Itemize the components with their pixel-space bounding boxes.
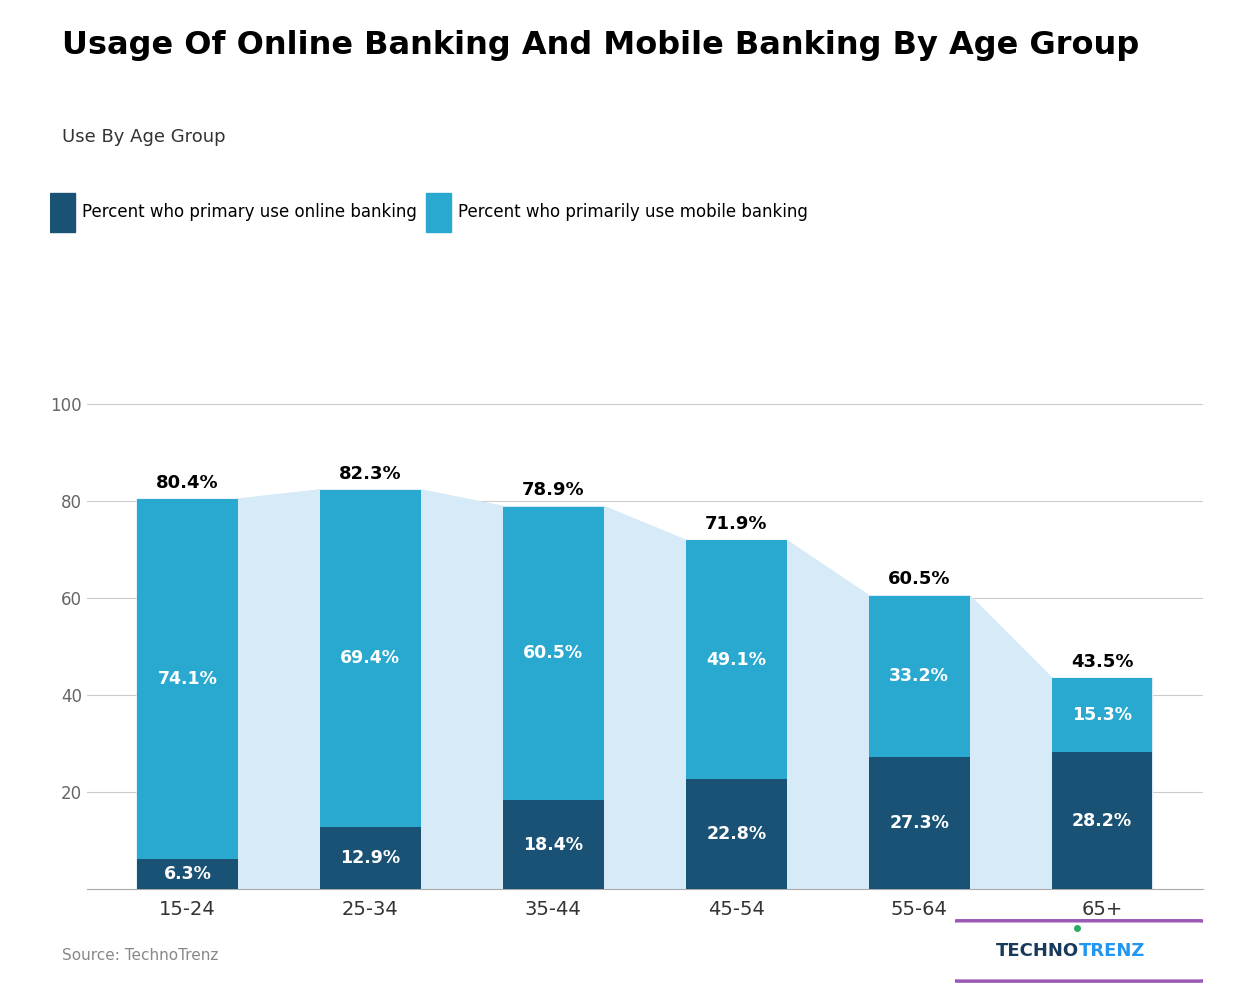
Bar	[138, 499, 238, 859]
Bar	[869, 596, 970, 757]
Bar	[503, 800, 604, 889]
Bar	[320, 827, 420, 889]
Text: 28.2%: 28.2%	[1073, 812, 1132, 830]
FancyBboxPatch shape	[947, 921, 1210, 981]
Bar	[427, 193, 451, 232]
Text: 74.1%: 74.1%	[157, 670, 217, 688]
Text: Usage Of Online Banking And Mobile Banking By Age Group: Usage Of Online Banking And Mobile Banki…	[62, 30, 1140, 60]
Text: 6.3%: 6.3%	[164, 864, 211, 883]
Text: 71.9%: 71.9%	[706, 515, 768, 534]
Text: 43.5%: 43.5%	[1071, 653, 1133, 671]
Polygon shape	[786, 540, 869, 889]
Bar	[1052, 678, 1152, 753]
Bar	[1052, 753, 1152, 889]
Text: TECHNO: TECHNO	[996, 942, 1079, 960]
Text: 69.4%: 69.4%	[340, 649, 401, 667]
Polygon shape	[970, 596, 1052, 889]
Bar	[138, 859, 238, 889]
Text: 80.4%: 80.4%	[156, 474, 218, 492]
Text: 82.3%: 82.3%	[339, 464, 402, 483]
Text: TRENZ: TRENZ	[1079, 942, 1145, 960]
Bar	[686, 540, 786, 779]
Text: Percent who primarily use mobile banking: Percent who primarily use mobile banking	[458, 204, 808, 221]
Polygon shape	[238, 490, 320, 889]
Text: Use By Age Group: Use By Age Group	[62, 128, 226, 146]
Polygon shape	[138, 490, 1152, 889]
Text: Percent who primary use online banking: Percent who primary use online banking	[82, 204, 417, 221]
Text: 33.2%: 33.2%	[889, 667, 949, 686]
Bar	[869, 757, 970, 889]
Text: 12.9%: 12.9%	[340, 849, 401, 866]
Text: 60.5%: 60.5%	[888, 570, 951, 589]
Bar	[50, 193, 74, 232]
Bar	[503, 507, 604, 800]
Polygon shape	[604, 507, 686, 889]
Text: 49.1%: 49.1%	[707, 650, 766, 669]
Text: 27.3%: 27.3%	[889, 814, 949, 832]
Text: 78.9%: 78.9%	[522, 481, 584, 499]
Text: 15.3%: 15.3%	[1073, 706, 1132, 724]
Text: Source: TechnoTrenz: Source: TechnoTrenz	[62, 948, 218, 963]
Text: 60.5%: 60.5%	[523, 644, 583, 662]
Bar	[686, 779, 786, 889]
Polygon shape	[420, 490, 503, 889]
Text: 18.4%: 18.4%	[523, 836, 583, 854]
Bar	[320, 490, 420, 827]
Text: 22.8%: 22.8%	[707, 825, 766, 843]
